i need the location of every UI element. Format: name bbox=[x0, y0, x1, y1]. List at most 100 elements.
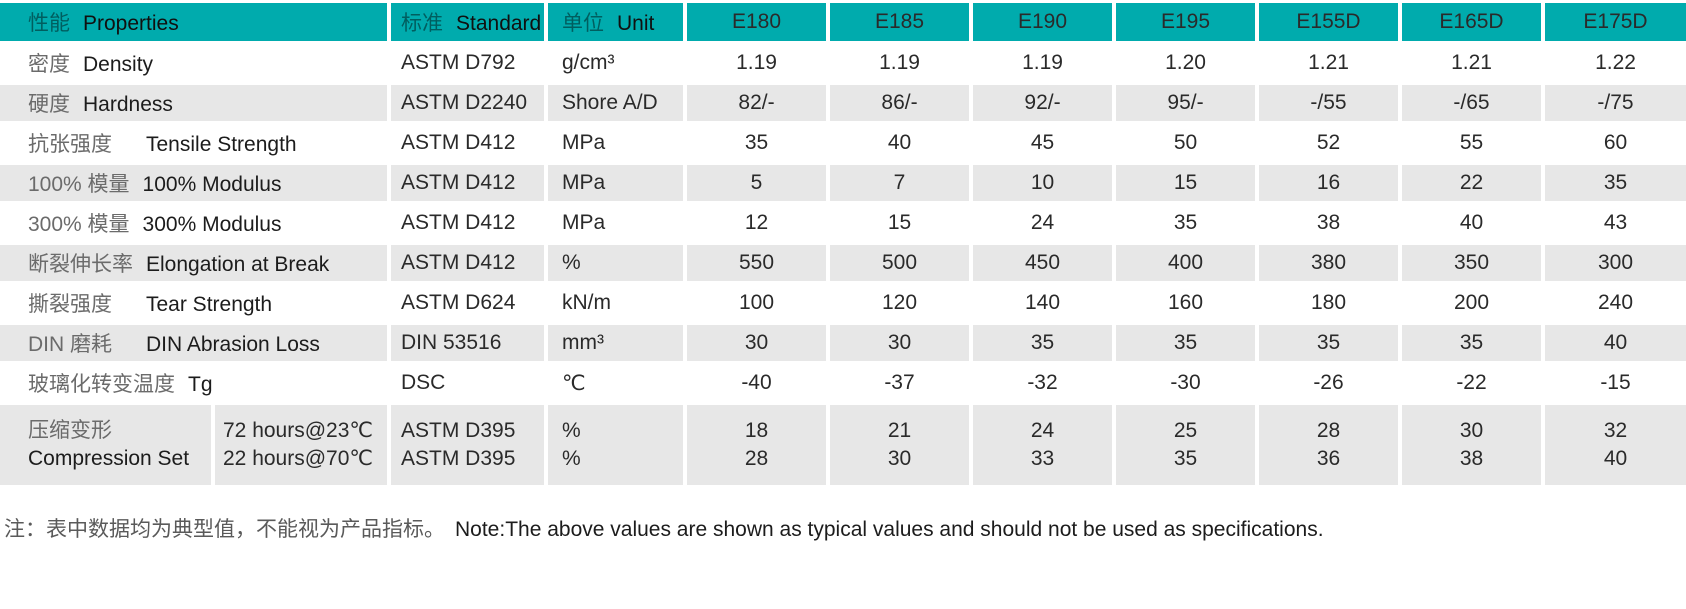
standard-cell: DIN 53516 bbox=[389, 323, 548, 365]
property-cell: 断裂伸长率 Elongation at Break bbox=[0, 243, 391, 285]
value-cell: 18 28 bbox=[685, 403, 830, 489]
value-cell: 25 35 bbox=[1114, 403, 1259, 489]
property-label-zh: 压缩变形 bbox=[28, 418, 112, 442]
value-cell: 240 bbox=[1543, 283, 1686, 325]
property-label-zh: 抗张强度 bbox=[28, 133, 133, 156]
standard-cell: ASTM D2240 bbox=[389, 83, 548, 125]
standard-line: ASTM D395 bbox=[401, 447, 516, 470]
value-cell: 1.22 bbox=[1543, 43, 1686, 85]
value-cell: 15 bbox=[828, 203, 973, 245]
property-cell: 100% 模量 100% Modulus bbox=[0, 163, 391, 205]
header-standard-zh: 标准 bbox=[401, 12, 443, 35]
header-standard: 标准 Standard bbox=[389, 3, 548, 45]
property-label-en: 300% Modulus bbox=[142, 213, 282, 236]
value-cell: 120 bbox=[828, 283, 973, 325]
value-cell: -/65 bbox=[1400, 83, 1545, 125]
header-row: 性能 Properties 标准 Standard 单位 Unit E180 E185… bbox=[0, 3, 1686, 45]
condition-cell: 72 hours@23℃ 22 hours@70℃ bbox=[213, 403, 391, 489]
property-label-en: Compression Set bbox=[28, 447, 190, 470]
value-cell: -30 bbox=[1114, 363, 1259, 405]
value-cell: 38 bbox=[1257, 203, 1402, 245]
standard-cell: ASTM D624 bbox=[389, 283, 548, 325]
value-cell: 22 bbox=[1400, 163, 1545, 205]
value-cell: 92/- bbox=[971, 83, 1116, 125]
property-label-en: 100% Modulus bbox=[142, 173, 282, 196]
value-cell: 400 bbox=[1114, 243, 1259, 285]
spec-table: 性能 Properties 标准 Standard 单位 Unit E180 E185… bbox=[0, 3, 1686, 489]
value-cell: 100 bbox=[685, 283, 830, 325]
product-column-header: E165D bbox=[1400, 3, 1545, 45]
value-cell: 40 bbox=[1543, 323, 1686, 365]
value-cell: 300 bbox=[1543, 243, 1686, 285]
condition-line: 72 hours@23℃ bbox=[223, 418, 373, 442]
footnote-en: Note:The above values are shown as typic… bbox=[455, 518, 1324, 541]
value-cell: 500 bbox=[828, 243, 973, 285]
value-cell: 95/- bbox=[1114, 83, 1259, 125]
value-cell: 15 bbox=[1114, 163, 1259, 205]
product-column-header: E155D bbox=[1257, 3, 1402, 45]
value-cell: 50 bbox=[1114, 123, 1259, 165]
table-row-100-modulus: 100% 模量 100% Modulus ASTM D412 MPa 5 7 10… bbox=[0, 163, 1686, 205]
property-cell: 撕裂强度 Tear Strength bbox=[0, 283, 391, 325]
value-cell: 24 bbox=[971, 203, 1116, 245]
unit-cell: % bbox=[546, 243, 687, 285]
value-cell: 82/- bbox=[685, 83, 830, 125]
property-label-en: Tear Strength bbox=[146, 293, 273, 316]
table-row-density: 密度 Density ASTM D792 g/cm³ 1.19 1.19 1.19… bbox=[0, 43, 1686, 85]
header-unit-en: Unit bbox=[617, 12, 655, 35]
property-label-zh: 300% 模量 bbox=[28, 213, 130, 236]
product-column-header: E180 bbox=[685, 3, 830, 45]
value-cell: 10 bbox=[971, 163, 1116, 205]
value-cell: 7 bbox=[828, 163, 973, 205]
standard-cell: ASTM D412 bbox=[389, 243, 548, 285]
value-cell: 1.19 bbox=[828, 43, 973, 85]
value-cell: 35 bbox=[1400, 323, 1545, 365]
property-cell: 密度 Density bbox=[0, 43, 391, 85]
footnote-zh: 注：表中数据均为典型值，不能视为产品指标。 bbox=[4, 518, 445, 541]
value-cell: 40 bbox=[1400, 203, 1545, 245]
product-column-header: E175D bbox=[1543, 3, 1686, 45]
value-cell: 35 bbox=[1114, 323, 1259, 365]
value-cell: 1.20 bbox=[1114, 43, 1259, 85]
value-cell: 450 bbox=[971, 243, 1116, 285]
unit-cell: mm³ bbox=[546, 323, 687, 365]
value-cell: 380 bbox=[1257, 243, 1402, 285]
property-label-zh: 硬度 bbox=[28, 93, 70, 116]
property-label-zh: 玻璃化转变温度 bbox=[28, 373, 175, 396]
property-label-en: Tensile Strength bbox=[146, 133, 297, 156]
property-label-zh: 100% 模量 bbox=[28, 173, 130, 196]
header-properties: 性能 Properties bbox=[0, 3, 391, 45]
table-row-tg: 玻璃化转变温度 Tg DSC ℃ -40 -37 -32 -30 -26 -22 … bbox=[0, 363, 1686, 405]
value-cell: 21 30 bbox=[828, 403, 973, 489]
standard-cell: ASTM D792 bbox=[389, 43, 548, 85]
value-cell: -/75 bbox=[1543, 83, 1686, 125]
property-label-zh: DIN 磨耗 bbox=[28, 333, 133, 356]
value-cell: 24 33 bbox=[971, 403, 1116, 489]
unit-line: % bbox=[562, 447, 581, 470]
property-label-en: DIN Abrasion Loss bbox=[146, 333, 320, 356]
property-cell: 玻璃化转变温度 Tg bbox=[0, 363, 391, 405]
value-cell: 350 bbox=[1400, 243, 1545, 285]
value-cell: 30 bbox=[685, 323, 830, 365]
unit-cell: ℃ bbox=[546, 363, 687, 405]
value-cell: 60 bbox=[1543, 123, 1686, 165]
table-row-din-abrasion: DIN 磨耗 DIN Abrasion Loss DIN 53516 mm³ 3… bbox=[0, 323, 1686, 365]
unit-cell: kN/m bbox=[546, 283, 687, 325]
value-cell: 28 36 bbox=[1257, 403, 1402, 489]
value-cell: -37 bbox=[828, 363, 973, 405]
value-cell: 160 bbox=[1114, 283, 1259, 325]
value-cell: 35 bbox=[685, 123, 830, 165]
property-cell: 抗张强度 Tensile Strength bbox=[0, 123, 391, 165]
table-row-hardness: 硬度 Hardness ASTM D2240 Shore A/D 82/- 86/… bbox=[0, 83, 1686, 125]
property-cell: 300% 模量 300% Modulus bbox=[0, 203, 391, 245]
value-cell: 16 bbox=[1257, 163, 1402, 205]
unit-cell: g/cm³ bbox=[546, 43, 687, 85]
value-cell: 45 bbox=[971, 123, 1116, 165]
value-cell: -26 bbox=[1257, 363, 1402, 405]
property-label-en: Density bbox=[83, 53, 154, 76]
table-row-tear-strength: 撕裂强度 Tear Strength ASTM D624 kN/m 100 12… bbox=[0, 283, 1686, 325]
value-cell: 35 bbox=[1543, 163, 1686, 205]
standard-cell: DSC bbox=[389, 363, 548, 405]
property-cell: 压缩变形 Compression Set bbox=[0, 403, 215, 489]
